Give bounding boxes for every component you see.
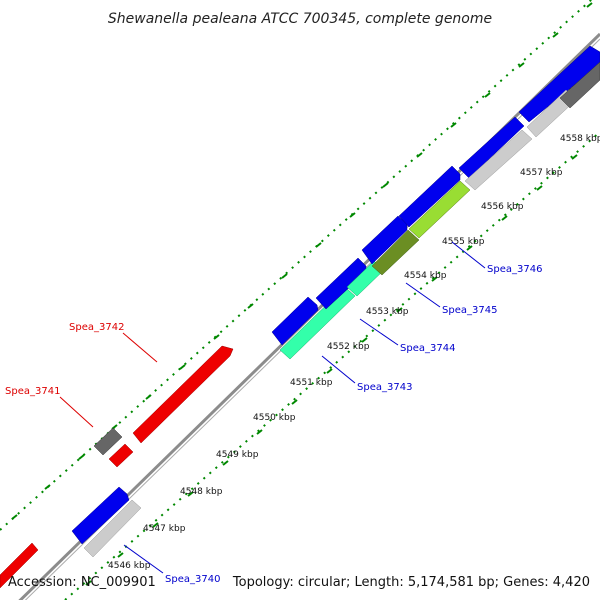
gene-dark-gray bbox=[559, 61, 600, 109]
gene-spea-3745 bbox=[371, 229, 420, 276]
gene-spea-3740-blue bbox=[71, 486, 130, 545]
gene-spea-3740 bbox=[83, 499, 142, 558]
tick-label: 4556 kbp bbox=[481, 202, 524, 212]
tick-label: 4555 kbp bbox=[442, 237, 485, 247]
tick-label: 4553 kbp bbox=[366, 307, 409, 317]
gene-blue-4 bbox=[398, 165, 461, 228]
tick-label: 4554 kbp bbox=[404, 271, 447, 281]
gene-spea-3739 bbox=[0, 542, 39, 589]
tick-label: 4551 kbp bbox=[290, 378, 333, 388]
gene-gray-1 bbox=[464, 129, 533, 191]
gene-labels: Spea_3740 Spea_3741 Spea_3742 Spea_3743 … bbox=[5, 264, 542, 585]
scale-tick-labels: 4546 kbp 4547 kbp 4548 kbp 4549 kbp 4550… bbox=[108, 134, 600, 571]
tick-label: 4550 kbp bbox=[253, 413, 296, 423]
tick-label: 4557 kbp bbox=[520, 168, 563, 178]
tick-label: 4549 kbp bbox=[216, 450, 259, 460]
gene-blue-5 bbox=[458, 116, 525, 179]
tick-label: 4547 kbp bbox=[143, 524, 186, 534]
gene-spea-3741 bbox=[108, 443, 134, 468]
major-ticks bbox=[11, 2, 593, 586]
label-leaders bbox=[59, 241, 486, 574]
gene-label: Spea_3745 bbox=[442, 305, 497, 316]
tick-label: 4548 kbp bbox=[180, 487, 223, 497]
gene-label: Spea_3744 bbox=[400, 343, 455, 354]
map-title: Shewanella pealeana ATCC 700345, complet… bbox=[108, 11, 492, 27]
gene-blue-3 bbox=[361, 215, 408, 265]
gene-blue-6 bbox=[518, 45, 600, 123]
topology-text: Topology: circular; Length: 5,174,581 bp… bbox=[232, 575, 590, 590]
gene-label: Spea_3740 bbox=[165, 574, 220, 585]
gene-label: Spea_3743 bbox=[357, 382, 412, 393]
gene-label: Spea_3742 bbox=[69, 322, 124, 333]
gene-label: Spea_3746 bbox=[487, 264, 542, 275]
gene-spea-3746 bbox=[408, 180, 471, 239]
inner-tick-guide bbox=[64, 131, 600, 601]
tick-label: 4552 kbp bbox=[327, 342, 370, 352]
upper-strand-genes bbox=[0, 345, 234, 589]
accession-text: Accession: NC_009901 bbox=[8, 575, 156, 590]
gene-spea-3743 bbox=[279, 286, 356, 360]
gene-spea-3741-gray bbox=[93, 427, 123, 456]
tick-label: 4546 kbp bbox=[108, 561, 151, 571]
gene-blue-1 bbox=[271, 296, 319, 346]
gene-spea-3742 bbox=[132, 345, 234, 444]
tick-label: 4558 kbp bbox=[560, 134, 600, 144]
lower-strand-genes bbox=[71, 45, 600, 558]
gene-label: Spea_3741 bbox=[5, 386, 60, 397]
